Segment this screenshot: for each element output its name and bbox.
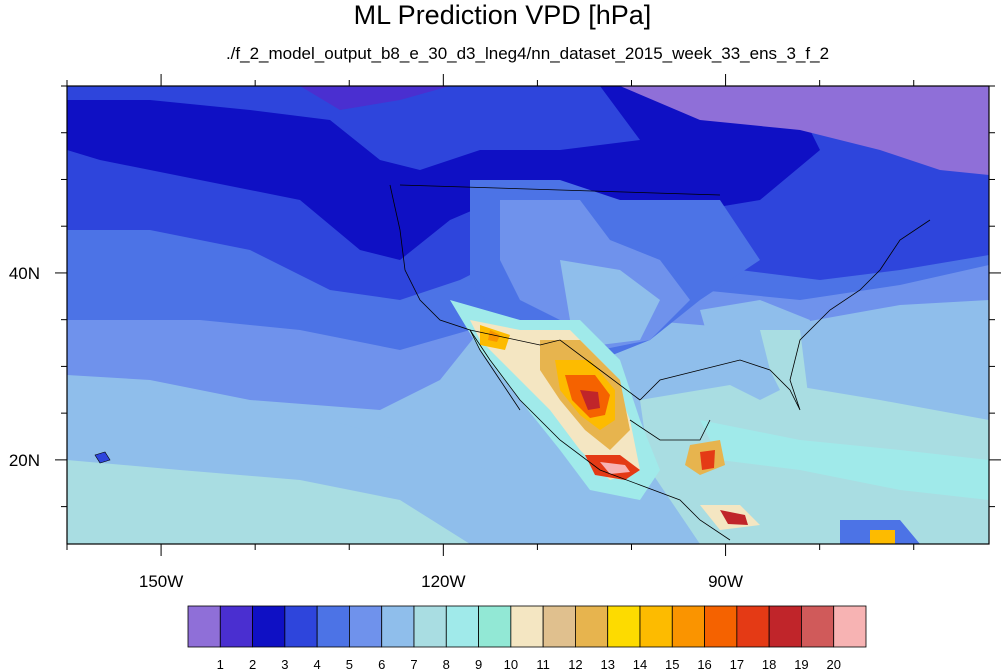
colorbar-swatch bbox=[607, 605, 641, 648]
colorbar-label: 14 bbox=[633, 657, 647, 672]
colorbar-label: 16 bbox=[697, 657, 711, 672]
colorbar-label: 3 bbox=[281, 657, 288, 672]
colorbar-label: 17 bbox=[730, 657, 744, 672]
colorbar-label: 20 bbox=[826, 657, 840, 672]
colorbar-swatch bbox=[639, 605, 673, 648]
colorbar-label: 18 bbox=[762, 657, 776, 672]
colorbar-swatch bbox=[801, 605, 835, 648]
colorbar-swatch bbox=[349, 605, 383, 648]
map-subtitle: ./f_2_model_output_b8_e_30_d3_lneg4/nn_d… bbox=[225, 44, 830, 63]
colorbar-swatch bbox=[316, 605, 350, 648]
colorbar-label: 4 bbox=[314, 657, 321, 672]
colorbar-label: 12 bbox=[568, 657, 582, 672]
colorbar-label: 8 bbox=[443, 657, 450, 672]
colorbar-swatch bbox=[478, 605, 512, 648]
colorbar-label: 7 bbox=[410, 657, 417, 672]
colorbar-label: 13 bbox=[600, 657, 614, 672]
colorbar-swatch bbox=[736, 605, 770, 648]
colorbar-swatch bbox=[252, 605, 286, 648]
x-tick-label: 150W bbox=[139, 572, 183, 591]
colorbar-label: 9 bbox=[475, 657, 482, 672]
colorbar-swatch bbox=[671, 605, 705, 648]
colorbar-swatch bbox=[284, 605, 318, 648]
colorbar-label: 19 bbox=[794, 657, 808, 672]
colorbar-label: 5 bbox=[346, 657, 353, 672]
colorbar-label: 10 bbox=[504, 657, 518, 672]
colorbar-label: 2 bbox=[249, 657, 256, 672]
colorbar-swatch bbox=[445, 605, 479, 648]
map-frame bbox=[66, 85, 990, 545]
colorbar-label: 6 bbox=[378, 657, 385, 672]
colorbar-swatch bbox=[575, 605, 609, 648]
colorbar-swatch bbox=[833, 605, 867, 648]
colorbar-label: 11 bbox=[536, 657, 550, 672]
vpd-field bbox=[67, 86, 989, 544]
colorbar-swatch bbox=[219, 605, 253, 648]
colorbar: 1 2 3 4 5 6 7 8 9 10 11 12 13 14 15 16 17 18 19 20 bbox=[187, 605, 867, 672]
colorbar-swatch bbox=[510, 605, 544, 648]
colorbar-swatch bbox=[187, 605, 221, 648]
colorbar-swatch bbox=[768, 605, 802, 648]
colorbar-swatch bbox=[381, 605, 415, 648]
x-tick-label: 90W bbox=[708, 572, 743, 591]
map-title: ML Prediction VPD [hPa] bbox=[353, 0, 652, 30]
x-tick-label: 120W bbox=[421, 572, 465, 591]
colorbar-swatch bbox=[704, 605, 738, 648]
axis-ticks bbox=[55, 74, 1001, 556]
colorbar-label: 15 bbox=[665, 657, 679, 672]
colorbar-label: 1 bbox=[217, 657, 224, 672]
axis-labels: 150W 120W 90W 40N 20N bbox=[9, 264, 743, 591]
y-tick-label: 20N bbox=[9, 451, 40, 470]
y-tick-label: 40N bbox=[9, 264, 40, 283]
coastlines bbox=[389, 184, 931, 541]
colorbar-swatch bbox=[542, 605, 576, 648]
colorbar-swatch bbox=[413, 605, 447, 648]
